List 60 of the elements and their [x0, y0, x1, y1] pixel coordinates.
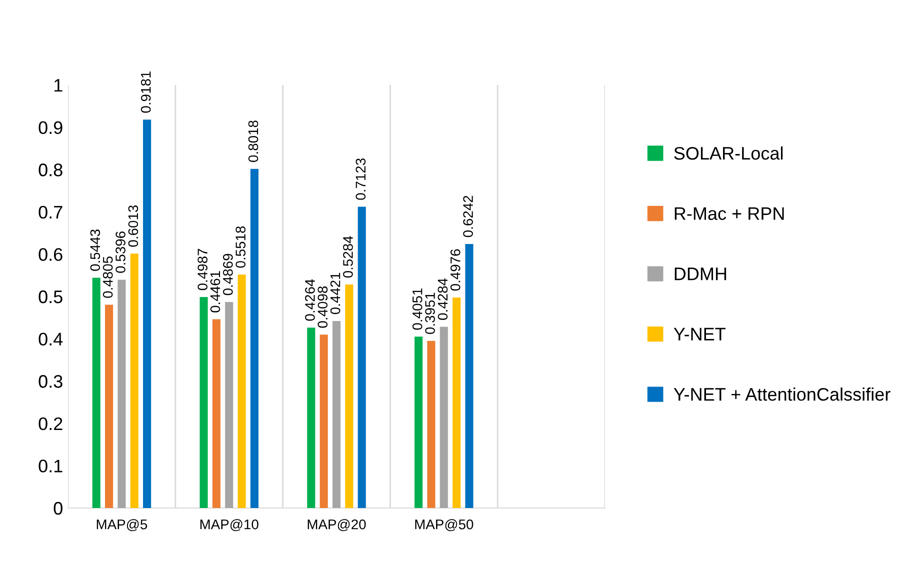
data-label: 0.4461	[210, 271, 220, 312]
data-label: 0.5396	[116, 232, 126, 273]
legend-label: DDMH	[674, 268, 726, 280]
bar	[465, 244, 474, 508]
bar	[225, 302, 234, 508]
x-tick-label: MAP@20	[308, 519, 366, 532]
bar	[332, 320, 341, 508]
y-tick-label: 0.4	[38, 332, 63, 346]
bar	[118, 280, 126, 508]
bar	[320, 334, 328, 508]
data-label: 0.9181	[140, 71, 151, 113]
y-tick-label: 0.1	[38, 460, 62, 472]
bar	[452, 298, 461, 508]
y-tick-label: 0.3	[38, 375, 62, 388]
data-label: 0.3951	[425, 292, 435, 334]
y-tick-label: 0.7	[38, 206, 62, 219]
bar	[212, 319, 220, 508]
y-tick-label: 1	[54, 79, 62, 92]
data-label: 0.5518	[236, 226, 246, 268]
bar	[200, 297, 208, 508]
legend-label: Y-NET	[674, 328, 726, 340]
y-tick-label: 0.6	[38, 248, 62, 261]
data-label: 0.4284	[438, 278, 448, 320]
data-label: 0.4976	[450, 249, 460, 291]
x-tick-label: MAP@5	[96, 519, 148, 532]
y-tick-label: 0.8	[38, 164, 62, 176]
x-tick-label: MAP@10	[200, 519, 258, 532]
bar	[238, 274, 246, 508]
bar	[92, 278, 100, 508]
data-label: 0.4264	[305, 279, 315, 321]
data-label: 0.5284	[343, 236, 353, 278]
y-tick-label: 0.5	[38, 290, 62, 304]
bar	[250, 168, 258, 508]
bar	[358, 206, 366, 508]
bar	[307, 328, 316, 508]
data-label: 0.4869	[222, 254, 233, 296]
data-label: 0.4421	[330, 272, 340, 314]
data-label: 0.6013	[128, 205, 138, 247]
bar	[440, 326, 448, 508]
data-label: 0.4051	[412, 288, 422, 330]
data-label: 0.8018	[248, 120, 258, 162]
data-label: 0.4987	[198, 248, 208, 290]
data-label: 0.7123	[356, 158, 366, 200]
data-label: 0.4805	[102, 256, 113, 298]
bar	[414, 336, 423, 508]
x-tick-label: MAP@50	[415, 519, 474, 532]
legend-label: R-Mac + RPN	[674, 207, 784, 220]
legend-label: SOLAR-Local	[674, 146, 783, 160]
data-label: 0.5443	[90, 230, 100, 271]
bar	[105, 304, 114, 508]
bar	[427, 340, 436, 508]
bar	[345, 284, 354, 508]
bar	[130, 254, 138, 508]
legend-label: Y-NET + AttentionCalssifier	[674, 388, 890, 401]
y-tick-label: 0.9	[38, 121, 62, 134]
y-tick-label: 0	[54, 502, 62, 515]
data-label: 0.4098	[318, 286, 328, 328]
bar	[143, 120, 152, 508]
data-label: 0.6242	[463, 196, 473, 238]
y-tick-label: 0.2	[38, 417, 62, 430]
